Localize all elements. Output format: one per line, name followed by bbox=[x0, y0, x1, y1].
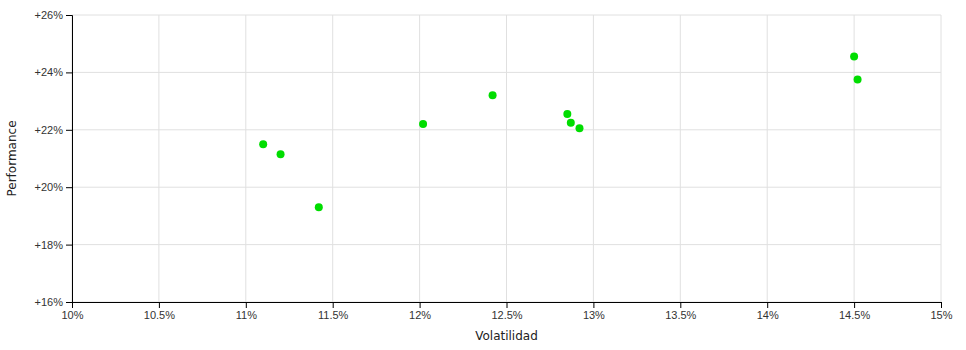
x-tick: 15% bbox=[930, 302, 952, 321]
y-axis-title: Performance bbox=[5, 120, 19, 196]
y-tick-label: +16% bbox=[35, 296, 64, 308]
x-tick: 12.5% bbox=[491, 302, 522, 321]
grid-line-y bbox=[72, 187, 941, 188]
grid bbox=[72, 15, 941, 302]
grid-line-x bbox=[941, 15, 942, 302]
x-tick-mark bbox=[507, 302, 508, 308]
x-tick-mark bbox=[767, 302, 768, 308]
y-tick-mark bbox=[66, 130, 72, 131]
y-tick-mark bbox=[66, 187, 72, 188]
x-tick-mark bbox=[333, 302, 334, 308]
x-tick-label: 14.5% bbox=[839, 309, 870, 321]
point bbox=[567, 119, 575, 127]
y-tick-mark bbox=[66, 302, 72, 303]
y-tick: +26% bbox=[35, 9, 72, 21]
point bbox=[259, 140, 267, 148]
x-tick-label: 14% bbox=[757, 309, 779, 321]
chart: 10% 10.5% 11% 11.5% 12% 12.5% 13% 13.5% 14% 14.5%… bbox=[0, 0, 966, 350]
x-tick: 14.5% bbox=[839, 302, 870, 321]
x-axis-line bbox=[73, 303, 942, 309]
x-tick-label: 13% bbox=[583, 309, 605, 321]
grid-line-x bbox=[680, 15, 681, 302]
grid-line-x bbox=[593, 15, 594, 302]
point bbox=[854, 76, 862, 84]
point bbox=[850, 53, 858, 61]
y-axis-line bbox=[66, 16, 73, 303]
x-tick-label: 10.5% bbox=[144, 309, 175, 321]
grid-line-x bbox=[419, 15, 420, 302]
y-tick: +20% bbox=[35, 181, 72, 193]
x-tick-mark bbox=[246, 302, 247, 308]
point bbox=[419, 120, 427, 128]
point bbox=[489, 91, 497, 99]
x-tick-label: 11.5% bbox=[318, 309, 349, 321]
x-tick-label: 12.5% bbox=[491, 309, 522, 321]
marks bbox=[259, 53, 861, 212]
y-tick-mark bbox=[66, 245, 72, 246]
grid-line-x bbox=[245, 15, 246, 302]
x-tick-mark bbox=[680, 302, 681, 308]
x-tick: 10.5% bbox=[144, 302, 175, 321]
x-tick-label: 13.5% bbox=[665, 309, 696, 321]
grid-line-y bbox=[72, 129, 941, 130]
y-tick: +22% bbox=[35, 124, 72, 136]
grid-line-x bbox=[506, 15, 507, 302]
x-tick-label: 12% bbox=[409, 309, 431, 321]
y-axis: +16% +18% +20% +22% +24% +26% bbox=[35, 9, 73, 308]
x-tick: 11% bbox=[236, 302, 257, 321]
point bbox=[277, 150, 285, 158]
y-tick: +18% bbox=[35, 239, 72, 251]
x-tick: 12% bbox=[409, 302, 431, 321]
grid-line-y bbox=[72, 15, 941, 16]
point bbox=[563, 110, 571, 118]
x-tick-label: 10% bbox=[61, 309, 83, 321]
y-tick: +16% bbox=[35, 296, 72, 308]
x-tick-mark bbox=[854, 302, 855, 308]
x-tick: 14% bbox=[757, 302, 779, 321]
y-tick-label: +20% bbox=[35, 181, 64, 193]
x-tick: 13.5% bbox=[665, 302, 696, 321]
x-tick-mark bbox=[420, 302, 421, 308]
plot-area: 10% 10.5% 11% 11.5% 12% 12.5% 13% 13.5% 14% 14.5%… bbox=[35, 9, 953, 321]
y-tick: +24% bbox=[35, 66, 72, 78]
y-tick-mark bbox=[66, 72, 72, 73]
x-tick-label: 11% bbox=[236, 309, 257, 321]
x-tick-mark bbox=[593, 302, 594, 308]
grid-line-x bbox=[158, 15, 159, 302]
y-tick-label: +22% bbox=[35, 124, 64, 136]
y-tick-label: +24% bbox=[35, 66, 64, 78]
y-tick-mark bbox=[66, 15, 72, 16]
x-tick-mark bbox=[941, 302, 942, 308]
x-tick: 10% bbox=[61, 302, 83, 321]
y-tick-label: +26% bbox=[35, 9, 64, 21]
y-tick-label: +18% bbox=[35, 239, 64, 251]
x-tick: 13% bbox=[583, 302, 605, 321]
x-axis: 10% 10.5% 11% 11.5% 12% 12.5% 13% 13.5% 14% 14.5%… bbox=[61, 302, 952, 321]
x-tick: 11.5% bbox=[318, 302, 349, 321]
x-tick-mark bbox=[159, 302, 160, 308]
grid-line-y bbox=[72, 244, 941, 245]
x-tick-label: 15% bbox=[930, 309, 952, 321]
x-axis-title: Volatilidad bbox=[475, 329, 538, 343]
grid-line-x bbox=[332, 15, 333, 302]
point bbox=[315, 203, 323, 211]
point bbox=[575, 124, 583, 132]
grid-line-y bbox=[72, 72, 941, 73]
grid-line-x bbox=[767, 15, 768, 302]
